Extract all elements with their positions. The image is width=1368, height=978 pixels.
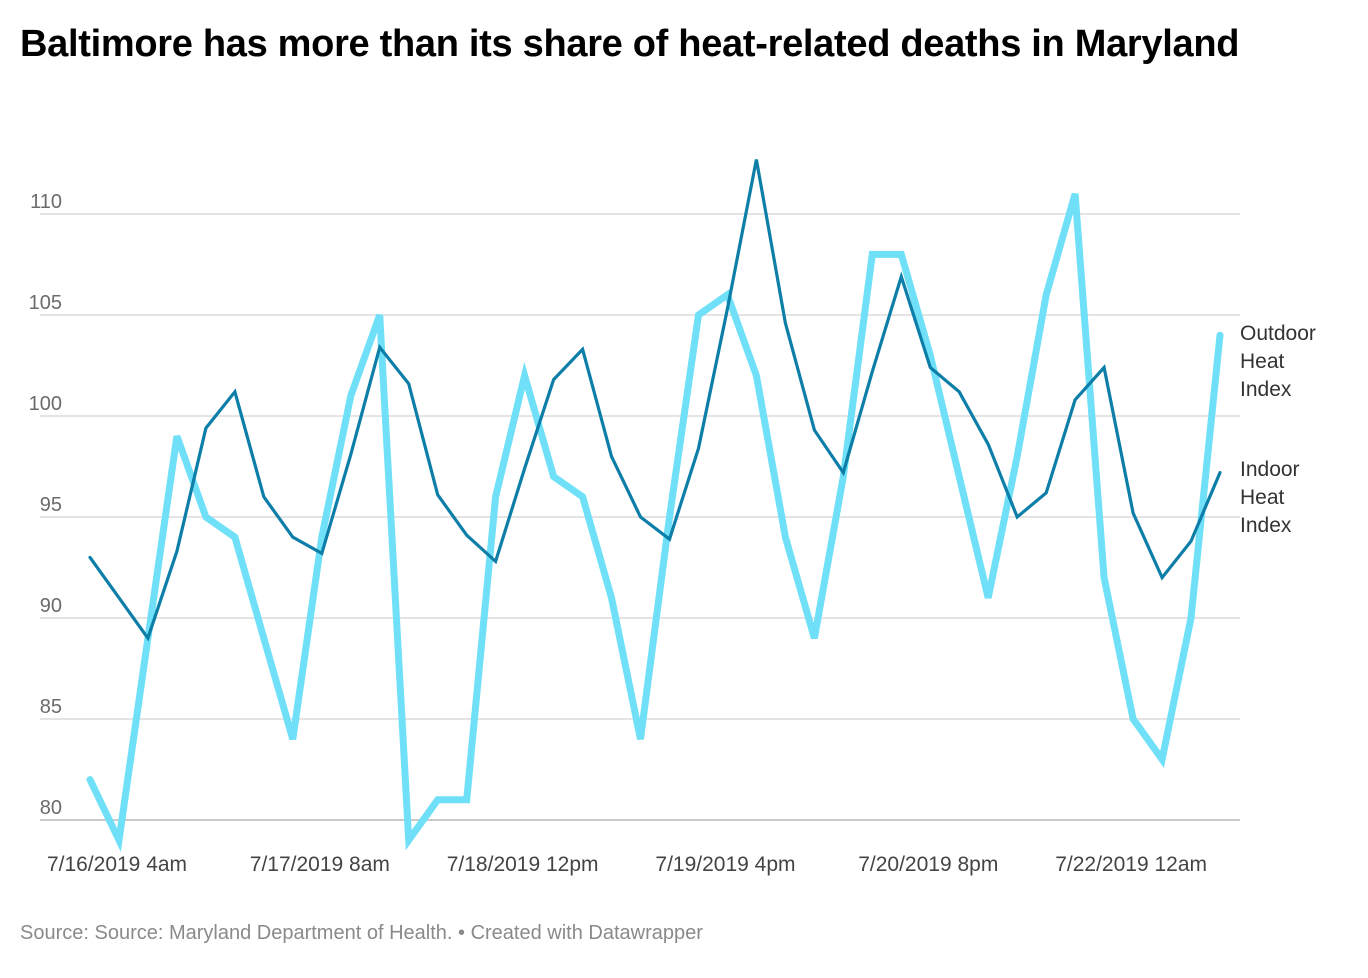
- y-axis-tick-labels: 80 85 90 95 100 105 110: [29, 191, 62, 819]
- chart-title: Baltimore has more than its share of hea…: [20, 23, 1240, 65]
- x-tick-label: 7/19/2019 4pm: [655, 853, 795, 876]
- y-tick-label: 80: [40, 797, 62, 819]
- y-tick-label: 95: [40, 494, 62, 516]
- x-tick-label: 7/22/2019 12am: [1055, 853, 1207, 876]
- series-lines: [86, 159, 1224, 853]
- x-tick-label: 7/20/2019 8pm: [858, 853, 998, 876]
- y-tick-label: 90: [40, 595, 62, 617]
- series-label-outdoor-heat-index: Outdoor Heat Index: [1240, 322, 1316, 401]
- x-axis-tick-labels: 7/16/2019 4am 7/17/2019 8am 7/18/2019 12pm…: [47, 853, 1207, 876]
- series-direct-labels: Outdoor Heat Index Indoor Heat Index: [1240, 322, 1316, 537]
- series-line-indoor-heat-index: [88, 159, 1222, 642]
- y-tick-label: 105: [29, 292, 62, 314]
- x-tick-label: 7/16/2019 4am: [47, 853, 187, 876]
- y-tick-label: 100: [29, 393, 62, 415]
- x-tick-label: 7/18/2019 12pm: [447, 853, 599, 876]
- credit-note: Created with Datawrapper: [470, 922, 703, 944]
- chart-footer: Source: Source: Maryland Department of H…: [20, 922, 703, 945]
- footer-separator: •: [452, 922, 471, 944]
- series-label-indoor-heat-index: Indoor Heat Index: [1240, 458, 1300, 537]
- x-tick-label: 7/17/2019 8am: [250, 853, 390, 876]
- y-tick-label: 85: [40, 696, 62, 718]
- source-note: Source: Source: Maryland Department of H…: [20, 922, 453, 944]
- series-line-outdoor-heat-index: [86, 192, 1224, 853]
- y-tick-label: 110: [30, 191, 62, 213]
